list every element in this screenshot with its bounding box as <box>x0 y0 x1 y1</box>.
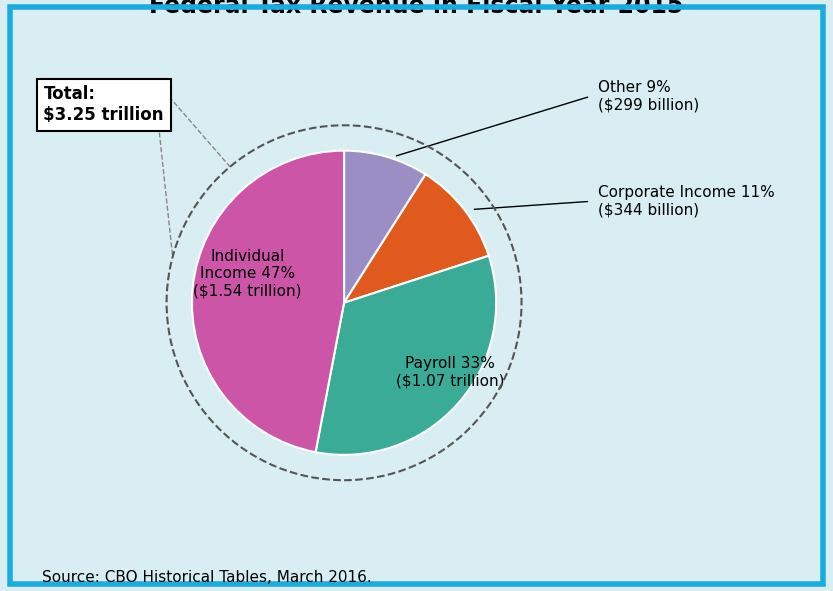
Text: Source: CBO Historical Tables, March 2016.: Source: CBO Historical Tables, March 201… <box>42 570 372 585</box>
Text: Payroll 33%
($1.07 trillion): Payroll 33% ($1.07 trillion) <box>396 356 505 389</box>
Wedge shape <box>344 151 426 303</box>
Wedge shape <box>344 174 489 303</box>
Text: Corporate Income 11%
($344 billion): Corporate Income 11% ($344 billion) <box>597 185 775 217</box>
Wedge shape <box>316 256 496 455</box>
Text: Other 9%
($299 billion): Other 9% ($299 billion) <box>597 80 699 112</box>
Wedge shape <box>192 151 344 452</box>
Title: Federal Tax Revenue in Fiscal Year 2015: Federal Tax Revenue in Fiscal Year 2015 <box>149 0 684 18</box>
Text: Total:
$3.25 trillion: Total: $3.25 trillion <box>43 86 164 124</box>
Text: Individual
Income 47%
($1.54 trillion): Individual Income 47% ($1.54 trillion) <box>193 249 302 298</box>
